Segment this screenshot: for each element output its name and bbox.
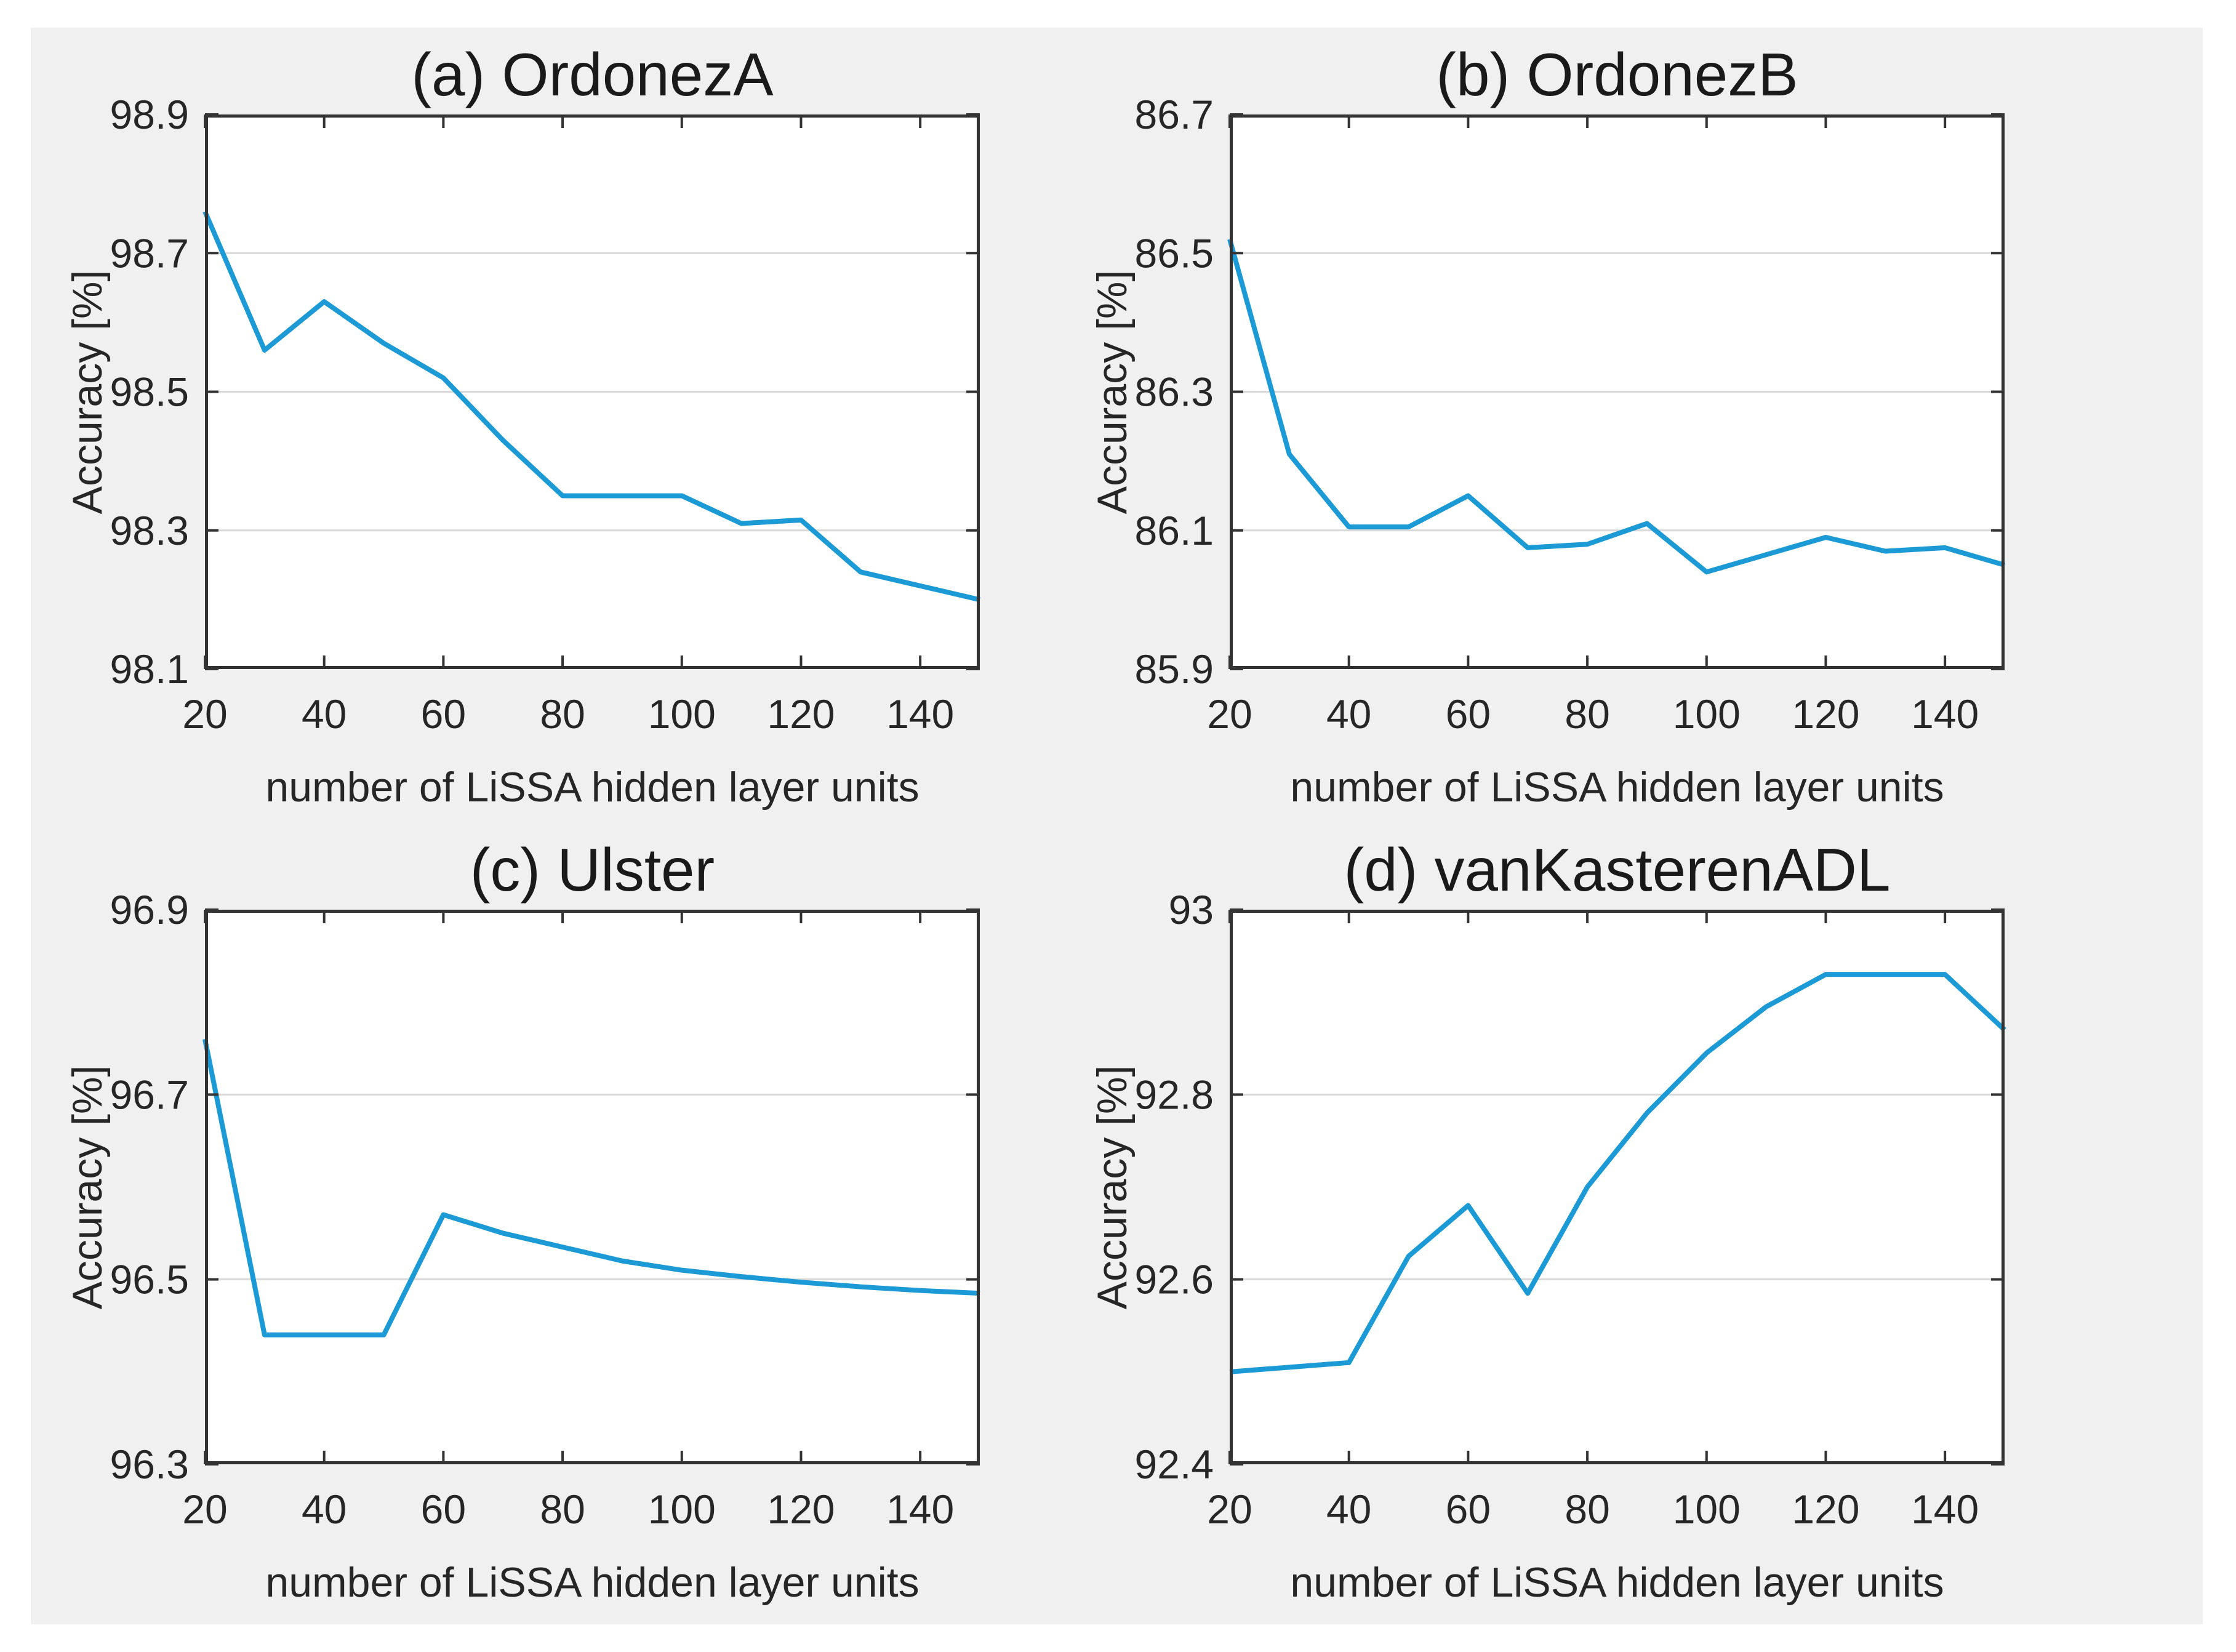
x-tick-label: 40 [302,691,347,737]
x-tick-label: 40 [302,1486,347,1532]
x-tick-label: 20 [182,691,227,737]
x-tick-label: 60 [1446,691,1491,737]
x-tick-label: 120 [767,691,835,737]
plot-background [1230,910,2005,1464]
axis-border [1230,910,2005,1464]
x-axis-label: number of LiSSA hidden layer units [1290,1559,1944,1606]
x-tick-label: 80 [1565,1486,1609,1532]
data-line [1229,972,2006,1374]
data-line [202,1038,980,1337]
subplot-ordonezb: (b) OrdonezB Accuracy [%] number of LiSS… [1089,41,2006,811]
y-tick-label: 86.7 [1135,92,1214,137]
y-tick-label: 92.8 [1135,1072,1214,1117]
y-tick-label: 92.4 [1135,1441,1214,1487]
x-tick-label: 40 [1326,1486,1371,1532]
y-tick-label: 98.1 [110,646,189,692]
plot-area: 20 40 60 80 100 120 140 92.4 92.6 92.8 93 [1135,887,2006,1532]
y-tick-label: 86.1 [1135,508,1214,553]
x-tick-label: 120 [1792,691,1859,737]
y-axis-label: Accuracy [%] [64,270,111,514]
plot-area: 20 40 60 80 100 120 140 98.1 98.3 98.5 98.7 98.9 [110,92,980,737]
y-axis-label: Accuracy [%] [1089,270,1136,514]
x-tick-label: 100 [648,1486,716,1532]
y-tick-label: 85.9 [1135,646,1214,692]
x-tick-label: 140 [886,691,954,737]
x-tick-label: 80 [540,691,585,737]
x-tick-label: 40 [1326,691,1371,737]
data-line [1227,238,2006,575]
x-axis-label: number of LiSSA hidden layer units [1290,764,1944,811]
subplot-ordoneza: (a) OrdonezA Accuracy [%] number of LiSS… [64,41,980,811]
x-tick-label: 140 [1911,691,1979,737]
x-tick-label: 100 [1673,1486,1741,1532]
y-tick-label: 92.6 [1135,1257,1214,1302]
x-tick-label: 120 [767,1486,835,1532]
y-axis-label: Accuracy [%] [64,1065,111,1309]
x-axis-label: number of LiSSA hidden layer units [265,1559,920,1606]
x-tick-label: 20 [1207,1486,1252,1532]
y-tick-label: 96.7 [110,1072,189,1117]
x-tick-label: 20 [1207,691,1252,737]
y-tick-label: 98.7 [110,230,189,276]
y-tick-label: 86.5 [1135,230,1214,276]
axis-border [205,910,980,1464]
figure-panel: (a) OrdonezA Accuracy [%] number of LiSS… [31,28,2203,1624]
x-tick-label: 60 [421,1486,466,1532]
chart-title: (c) Ulster [470,836,715,904]
y-tick-label: 93 [1169,887,1214,932]
y-tick-label: 96.9 [110,887,189,932]
subplot-vankasterenadl: (d) vanKasterenADL Accuracy [%] number o… [1089,836,2006,1606]
data-line [202,211,980,603]
y-tick-label: 96.3 [110,1441,189,1487]
x-tick-label: 20 [182,1486,227,1532]
x-tick-label: 140 [886,1486,954,1532]
x-tick-label: 100 [648,691,716,737]
x-tick-label: 80 [540,1486,585,1532]
chart-title: (a) OrdonezA [411,41,774,108]
x-tick-label: 100 [1673,691,1741,737]
y-tick-label: 96.5 [110,1257,189,1302]
plot-area: 20 40 60 80 100 120 140 96.3 96.5 96.7 96.9 [110,887,980,1532]
chart-title: (d) vanKasterenADL [1344,836,1891,904]
x-tick-label: 80 [1565,691,1609,737]
x-tick-label: 60 [1446,1486,1491,1532]
y-tick-label: 98.3 [110,508,189,553]
subplot-ulster: (c) Ulster Accuracy [%] number of LiSSA … [64,836,980,1606]
y-axis-label: Accuracy [%] [1089,1065,1136,1309]
y-tick-label: 98.9 [110,92,189,137]
plot-area: 20 40 60 80 100 120 140 85.9 86.1 86.3 86.5 86.7 [1135,92,2006,737]
x-tick-label: 120 [1792,1486,1859,1532]
x-tick-label: 140 [1911,1486,1979,1532]
y-tick-label: 98.5 [110,369,189,415]
y-tick-label: 86.3 [1135,369,1214,415]
x-axis-label: number of LiSSA hidden layer units [265,764,920,811]
plot-background [205,910,980,1464]
x-tick-label: 60 [421,691,466,737]
chart-title: (b) OrdonezB [1436,41,1798,108]
